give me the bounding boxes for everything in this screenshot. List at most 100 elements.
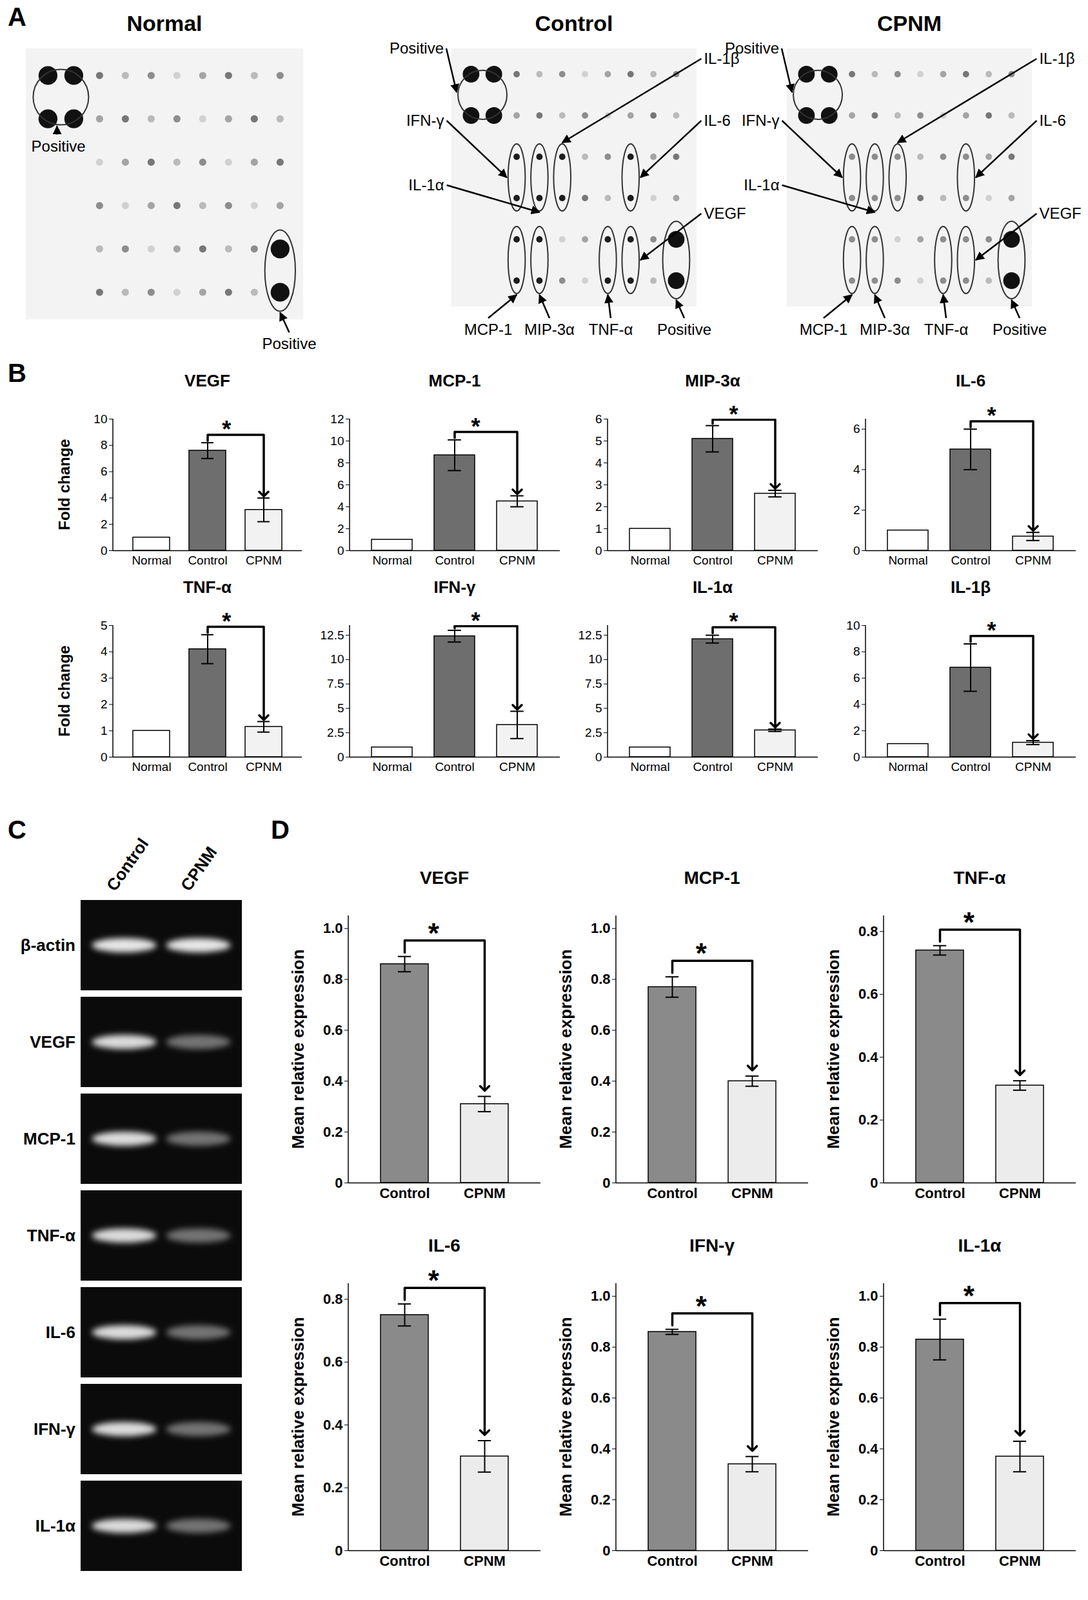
svg-text:CPNM: CPNM	[463, 1552, 506, 1569]
svg-text:CPNM: CPNM	[1015, 553, 1052, 567]
svg-text:0.8: 0.8	[323, 1290, 344, 1307]
svg-text:Control: Control	[914, 1184, 965, 1201]
svg-text:0: 0	[870, 1174, 878, 1191]
svg-text:Control: Control	[692, 759, 732, 774]
svg-text:10: 10	[330, 652, 344, 666]
svg-text:IL-6: IL-6	[1038, 111, 1066, 129]
svg-text:Positive: Positive	[389, 39, 444, 57]
svg-text:CPNM: CPNM	[245, 553, 282, 567]
svg-text:CPNM: CPNM	[463, 1184, 506, 1201]
svg-text:0: 0	[337, 750, 345, 764]
svg-text:IL-1α: IL-1α	[35, 1515, 76, 1535]
svg-text:0.4: 0.4	[323, 1416, 344, 1433]
svg-text:0: 0	[602, 1174, 611, 1191]
svg-text:0.4: 0.4	[590, 1072, 611, 1089]
svg-text:A: A	[7, 2, 27, 31]
svg-text:0.2: 0.2	[590, 1123, 611, 1140]
svg-text:10: 10	[846, 618, 860, 633]
svg-text:12.5: 12.5	[320, 628, 345, 642]
svg-text:0: 0	[595, 750, 603, 764]
svg-text:6: 6	[100, 464, 108, 478]
svg-text:Positive: Positive	[992, 320, 1047, 338]
svg-text:0.6: 0.6	[858, 985, 879, 1002]
svg-text:CPNM: CPNM	[998, 1552, 1041, 1569]
svg-text:TNF-α: TNF-α	[924, 320, 969, 338]
svg-text:4: 4	[100, 490, 108, 505]
svg-text:0.2: 0.2	[858, 1491, 879, 1508]
svg-text:Normal: Normal	[630, 553, 670, 567]
svg-text:0.8: 0.8	[590, 970, 611, 987]
svg-text:2: 2	[595, 499, 603, 514]
svg-text:Fold change: Fold change	[55, 644, 73, 736]
svg-text:1: 1	[595, 521, 603, 536]
svg-text:D: D	[270, 815, 290, 844]
svg-text:*: *	[963, 906, 976, 938]
svg-text:0: 0	[853, 750, 861, 764]
svg-text:12: 12	[330, 412, 344, 426]
svg-text:2.5: 2.5	[326, 725, 344, 740]
svg-text:0.2: 0.2	[858, 1111, 879, 1128]
svg-text:Mean relative expression: Mean relative expression	[288, 948, 308, 1148]
svg-text:Mean relative expression: Mean relative expression	[823, 948, 843, 1148]
svg-text:2.5: 2.5	[584, 725, 602, 740]
svg-text:CPNM: CPNM	[757, 553, 794, 567]
svg-text:7.5: 7.5	[326, 676, 344, 691]
svg-text:CPNM: CPNM	[731, 1184, 774, 1201]
svg-text:6: 6	[853, 670, 861, 685]
svg-text:Normal: Normal	[126, 10, 202, 36]
svg-text:4: 4	[595, 455, 603, 470]
svg-text:*: *	[428, 917, 440, 949]
svg-text:Control: Control	[646, 1184, 698, 1201]
svg-text:*: *	[729, 608, 739, 635]
svg-text:*: *	[471, 413, 481, 440]
svg-text:10: 10	[588, 652, 602, 666]
svg-text:*: *	[963, 1279, 976, 1312]
svg-text:0.8: 0.8	[590, 1338, 611, 1355]
svg-text:Control: Control	[379, 1552, 430, 1569]
svg-text:10: 10	[93, 412, 108, 426]
svg-text:Normal: Normal	[372, 759, 412, 774]
svg-text:0.4: 0.4	[323, 1072, 344, 1089]
svg-text:Normal: Normal	[131, 553, 171, 567]
svg-text:B: B	[7, 358, 27, 387]
svg-text:1.0: 1.0	[858, 1287, 879, 1304]
svg-text:0: 0	[334, 1174, 343, 1191]
svg-text:1.0: 1.0	[590, 1287, 611, 1304]
svg-text:IL-1α: IL-1α	[408, 176, 444, 194]
svg-text:1.0: 1.0	[323, 919, 344, 936]
svg-text:5: 5	[595, 701, 603, 715]
svg-text:0: 0	[853, 543, 861, 558]
svg-text:Normal: Normal	[888, 759, 928, 774]
svg-text:VEGF: VEGF	[1038, 204, 1081, 222]
svg-text:Control: Control	[434, 553, 475, 567]
svg-text:CPNM: CPNM	[1015, 759, 1052, 774]
svg-text:2: 2	[337, 521, 345, 536]
svg-text:1: 1	[100, 723, 108, 738]
svg-text:4: 4	[853, 697, 861, 711]
svg-text:IL-1β: IL-1β	[1038, 49, 1075, 68]
svg-text:Control: Control	[379, 1184, 430, 1201]
svg-text:8: 8	[337, 455, 345, 470]
svg-text:0: 0	[595, 543, 603, 558]
svg-text:0: 0	[602, 1542, 611, 1559]
svg-text:*: *	[221, 608, 231, 635]
svg-text:Control: Control	[535, 10, 614, 36]
svg-text:MCP-1: MCP-1	[799, 320, 849, 338]
svg-text:Control: Control	[187, 553, 228, 567]
svg-text:7.5: 7.5	[584, 676, 602, 691]
svg-text:4: 4	[337, 499, 345, 514]
svg-text:CPNM: CPNM	[731, 1552, 774, 1569]
svg-text:0: 0	[334, 1542, 343, 1559]
svg-text:8: 8	[100, 437, 108, 452]
svg-text:0.4: 0.4	[858, 1440, 879, 1457]
svg-text:12.5: 12.5	[578, 628, 603, 642]
svg-text:Control: Control	[187, 759, 228, 774]
svg-text:8: 8	[853, 644, 861, 658]
svg-text:0.2: 0.2	[590, 1491, 611, 1508]
svg-text:*: *	[987, 402, 997, 429]
svg-text:*: *	[987, 617, 997, 644]
svg-text:Positive: Positive	[261, 334, 317, 353]
svg-text:Normal: Normal	[630, 759, 670, 774]
svg-text:0: 0	[100, 543, 108, 558]
svg-text:0.6: 0.6	[590, 1389, 611, 1406]
